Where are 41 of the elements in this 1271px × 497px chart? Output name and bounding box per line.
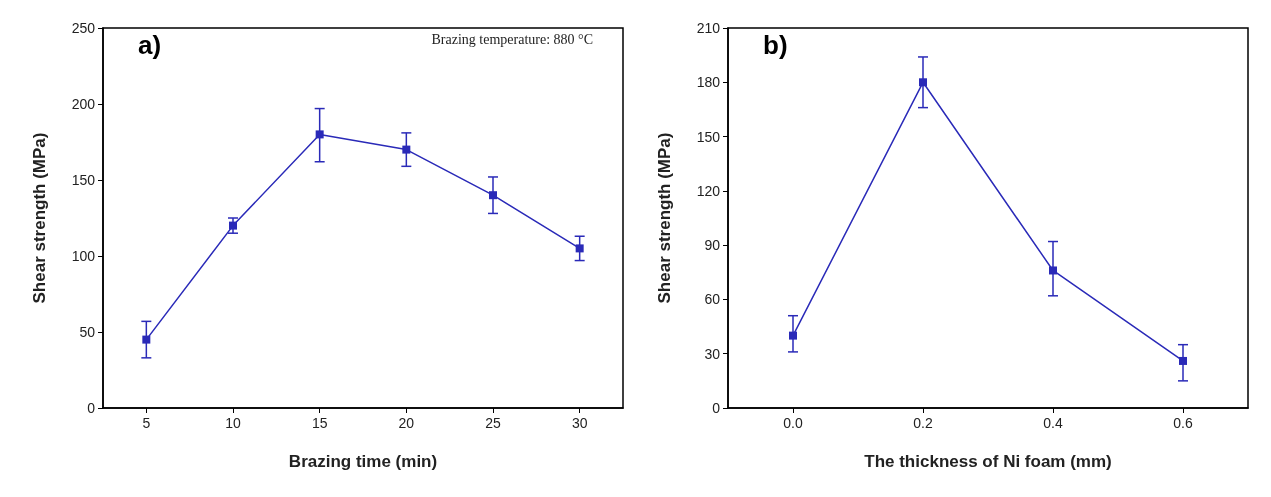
y-tick-label: 210	[696, 20, 721, 36]
y-tick-label: 0	[712, 400, 721, 416]
point	[1049, 266, 1057, 275]
x-tick-label: 0.4	[1043, 415, 1063, 431]
y-tick-label: 60	[704, 291, 721, 308]
y-tick-label: 0	[87, 400, 96, 416]
y-tick-label: 180	[696, 74, 721, 91]
point	[142, 335, 151, 344]
x-tick-label: 25	[485, 415, 501, 431]
x-tick-label: 15	[311, 415, 328, 431]
x-axis-title: Brazing time (min)	[288, 452, 438, 471]
y-tick-label: 150	[696, 128, 721, 145]
point	[575, 244, 584, 253]
point	[489, 191, 497, 200]
x-tick-label: 10	[225, 415, 241, 431]
y-tick-label: 150	[71, 172, 96, 188]
y-tick-label: 100	[71, 248, 96, 264]
point	[229, 221, 237, 230]
y-axis-title: Shear strength (MPa)	[30, 132, 49, 304]
y-tick-label: 30	[704, 345, 721, 362]
x-tick-label: 5	[142, 415, 151, 431]
x-tick-label: 20	[398, 415, 415, 431]
y-tick-label: 50	[79, 324, 96, 340]
point	[402, 145, 411, 154]
x-tick-label: 0.2	[913, 415, 933, 431]
point	[789, 331, 797, 340]
point	[919, 78, 927, 87]
point	[1179, 356, 1187, 365]
x-axis-title: The thickness of Ni foam (mm)	[864, 452, 1112, 471]
y-tick-label: 90	[704, 237, 721, 254]
annotation: Brazing temperature: 880 °C	[431, 31, 594, 47]
x-tick-label: 0.6	[1173, 415, 1193, 431]
y-tick-label: 250	[71, 20, 96, 36]
y-tick-label: 120	[696, 182, 721, 199]
point	[315, 130, 324, 139]
annotation: b)	[763, 30, 788, 60]
annotation: a)	[138, 30, 162, 60]
y-axis-title: Shear strength (MPa)	[655, 132, 674, 304]
x-tick-label: 30	[571, 415, 588, 431]
x-tick-label: 0.0	[783, 415, 803, 431]
y-tick-label: 200	[71, 96, 96, 112]
